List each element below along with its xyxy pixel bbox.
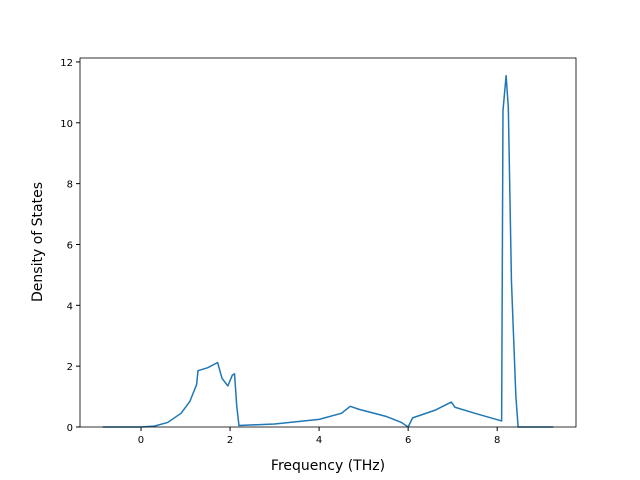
y-tick-label: 12 xyxy=(60,58,73,69)
x-tick-label: 8 xyxy=(494,435,500,446)
y-tick-label: 4 xyxy=(67,301,73,312)
plot-frame xyxy=(79,57,577,428)
y-tick-label: 10 xyxy=(60,119,73,130)
y-tick-label: 8 xyxy=(67,180,73,191)
x-tick-label: 2 xyxy=(227,435,233,446)
line-series xyxy=(102,74,554,428)
x-tick-label: 4 xyxy=(316,435,322,446)
y-tick-label: 6 xyxy=(67,240,73,251)
x-tick-label: 0 xyxy=(138,435,144,446)
y-axis-label: Density of States xyxy=(30,182,46,302)
x-axis-label: Frequency (THz) xyxy=(271,458,385,474)
y-tick-label: 0 xyxy=(67,423,73,434)
x-tick-label: 6 xyxy=(405,435,411,446)
y-tick-label: 2 xyxy=(67,362,73,373)
